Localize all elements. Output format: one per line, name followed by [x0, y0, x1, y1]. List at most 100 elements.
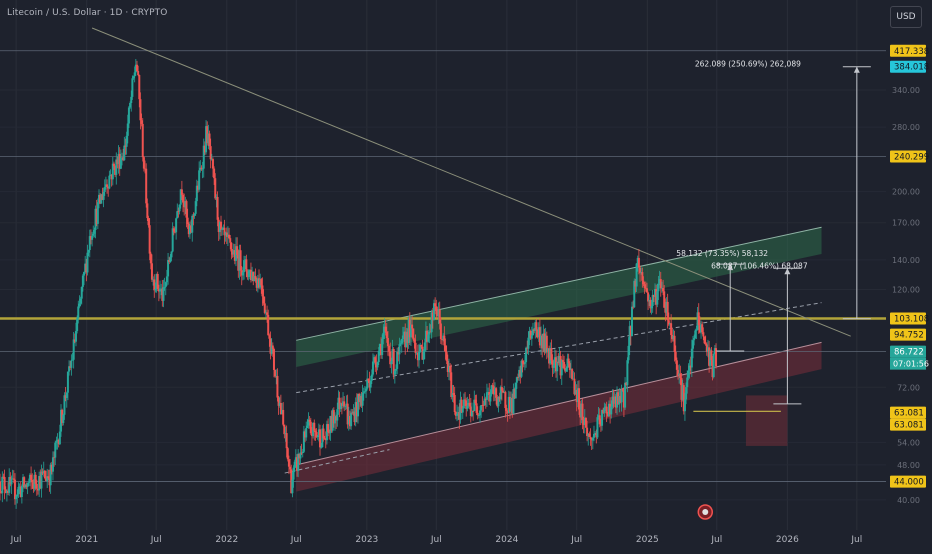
- descending-trendline: [91, 27, 851, 337]
- candle-body: [409, 324, 412, 338]
- candle-body: [86, 252, 89, 273]
- candle-body: [655, 289, 658, 305]
- candle-body: [689, 365, 692, 368]
- candle-body: [675, 360, 678, 370]
- candle-body: [117, 153, 120, 164]
- candle-body: [283, 424, 286, 435]
- candle-body: [129, 103, 132, 108]
- candle-body: [502, 390, 505, 393]
- candle-body: [89, 236, 92, 240]
- candle-body: [104, 184, 107, 188]
- candle-body: [53, 457, 56, 459]
- candle-body: [22, 477, 25, 487]
- candle-body: [27, 482, 30, 484]
- currency-button[interactable]: USD: [890, 6, 922, 28]
- candle-body: [583, 417, 586, 426]
- candle-body: [3, 477, 6, 490]
- candle-body: [15, 496, 18, 500]
- candle-body: [306, 425, 309, 429]
- candle-body: [154, 288, 157, 291]
- candle-body: [616, 392, 619, 408]
- candle-body: [529, 330, 532, 339]
- measure-label: 68.087 (106.46%) 68,087: [711, 261, 808, 270]
- candle-body: [263, 303, 266, 313]
- candle-body: [679, 373, 682, 379]
- candle-body: [517, 377, 520, 378]
- candle-body: [423, 342, 426, 351]
- candle-body: [413, 339, 416, 343]
- price-label-bg: [890, 312, 926, 325]
- candle-body: [701, 324, 704, 333]
- candle-body: [452, 393, 455, 396]
- x-tick-label: 2024: [495, 535, 518, 545]
- symbol-title[interactable]: Litecoin / U.S. Dollar · 1D · CRYPTO: [7, 8, 168, 18]
- candle-body: [208, 133, 211, 147]
- candle-body: [76, 318, 79, 332]
- candle-body: [232, 250, 235, 255]
- candle-body: [260, 279, 263, 286]
- candle-body: [327, 424, 330, 433]
- candle-body: [264, 312, 267, 314]
- candle-body: [408, 318, 411, 338]
- candle-body: [651, 294, 654, 307]
- candle-body: [496, 397, 499, 407]
- candle-body: [390, 361, 393, 365]
- candle-body: [134, 64, 137, 73]
- x-tick-label: 2025: [636, 535, 659, 545]
- candle-body: [469, 406, 472, 417]
- candle-body: [114, 165, 117, 175]
- candle-body: [641, 272, 644, 281]
- candle-body: [388, 345, 391, 352]
- candle-body: [299, 452, 302, 459]
- candle-body: [561, 360, 564, 362]
- candle-body: [110, 174, 113, 180]
- candle-body: [708, 347, 711, 366]
- candle-body: [146, 203, 149, 219]
- candle-body: [626, 360, 629, 386]
- candle-body: [564, 368, 567, 372]
- candle-body: [66, 371, 69, 393]
- candle-body: [607, 403, 610, 417]
- candle-body: [690, 348, 693, 368]
- candle-body: [520, 360, 523, 377]
- candle-body: [321, 428, 324, 448]
- candle-body: [567, 358, 570, 364]
- channel-lower-line: [296, 341, 822, 466]
- candle-body: [78, 303, 81, 307]
- candle-body: [535, 322, 538, 330]
- candle-body: [185, 201, 188, 218]
- candle-body: [23, 477, 26, 488]
- candle-body: [482, 405, 485, 406]
- candle-body: [194, 201, 197, 214]
- price-label: 103.108: [894, 314, 929, 324]
- candle-body: [505, 408, 508, 411]
- candle-body: [383, 326, 386, 333]
- candle-body: [94, 208, 97, 230]
- candle-body: [578, 388, 581, 410]
- candle-body: [404, 331, 407, 348]
- candle-body: [213, 168, 216, 179]
- x-tick-label: 2021: [75, 535, 98, 545]
- candle-body: [686, 377, 689, 388]
- candle-body: [483, 398, 486, 406]
- candle-body: [412, 328, 415, 340]
- candle-body: [254, 275, 257, 280]
- candle-body: [611, 396, 614, 407]
- candle-body: [503, 392, 506, 393]
- candle-body: [386, 338, 389, 346]
- candle-body: [226, 234, 229, 237]
- candle-body: [268, 335, 271, 339]
- candle-body: [541, 335, 544, 349]
- y-tick-label: 140.00: [892, 256, 920, 265]
- candle-body: [481, 405, 484, 406]
- candle-body: [116, 159, 119, 164]
- candle-body: [627, 345, 630, 361]
- candle-body: [80, 286, 83, 299]
- candle-body: [333, 416, 336, 424]
- candle-body: [384, 326, 387, 332]
- candle-body: [199, 167, 202, 171]
- candle-body: [677, 369, 680, 376]
- price-label-bg: [890, 60, 926, 73]
